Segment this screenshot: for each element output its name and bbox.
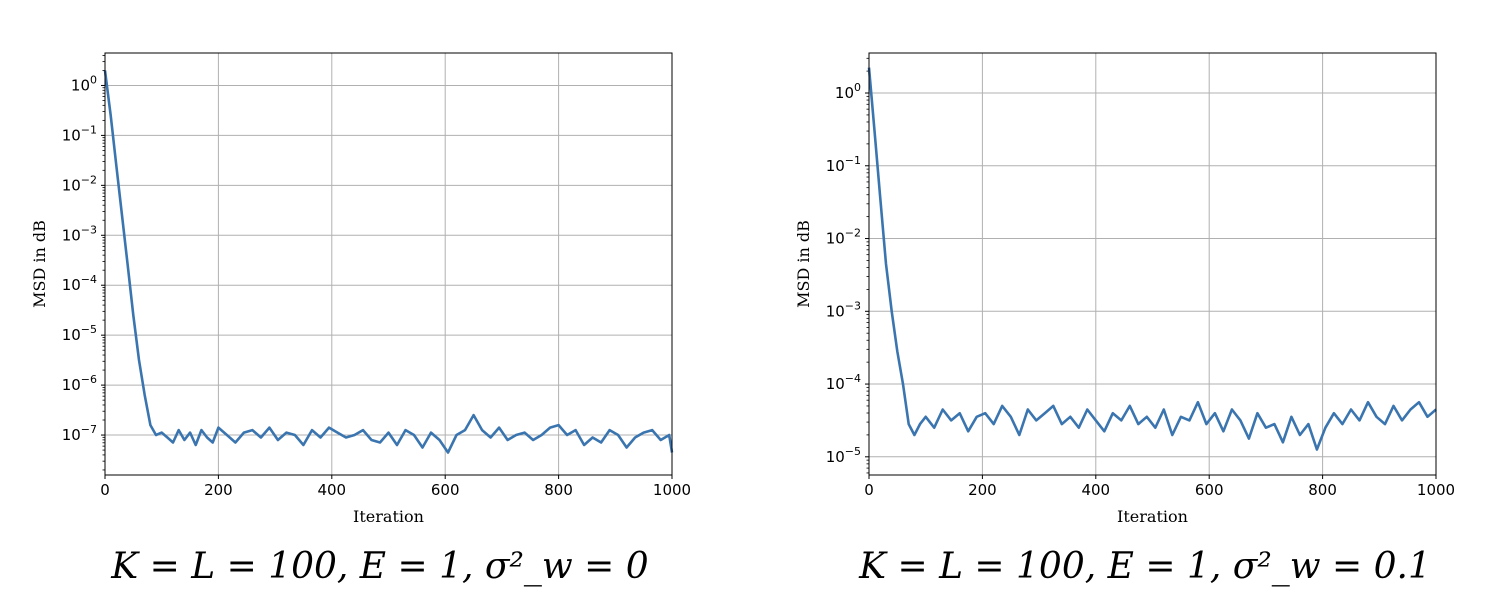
x-tick-label: 400 xyxy=(1081,481,1110,499)
y-tick-label: 10−1 xyxy=(62,123,97,144)
y-tick-label: 10−6 xyxy=(62,373,97,394)
x-tick-label: 400 xyxy=(317,481,346,499)
y-tick-label: 10−3 xyxy=(62,223,97,244)
series-line xyxy=(103,70,674,454)
y-tick-label: 10−1 xyxy=(826,154,861,175)
caption-0: K = L = 100, E = 1, σ²_w = 0 xyxy=(111,546,649,587)
y-axis-label: MSD in dB xyxy=(794,220,813,308)
y-tick-label: 10−5 xyxy=(826,445,861,466)
x-tick-label: 200 xyxy=(968,481,997,499)
x-tick-label: 200 xyxy=(204,481,233,499)
series-line xyxy=(867,67,1437,451)
y-tick-label: 10−2 xyxy=(62,173,97,194)
y-tick-label: 100 xyxy=(835,81,861,102)
y-tick-label: 10−7 xyxy=(62,423,97,444)
y-tick-label: 10−3 xyxy=(826,299,861,320)
y-tick-label: 10−4 xyxy=(62,273,97,294)
x-tick-label: 1000 xyxy=(653,481,691,499)
x-tick-label: 1000 xyxy=(1417,481,1455,499)
x-tick-label: 0 xyxy=(864,481,874,499)
y-tick-label: 10−2 xyxy=(826,227,861,248)
plot-frame xyxy=(868,52,1437,476)
x-tick-label: 600 xyxy=(1195,481,1224,499)
x-tick-label: 600 xyxy=(431,481,460,499)
chart-1: 0 200 400 600 800 1000 100 10−1 10−2 10−3 10−4 10−5… xyxy=(794,52,1455,526)
y-tick-label: 100 xyxy=(71,73,97,94)
x-axis-label: Iteration xyxy=(353,507,424,526)
y-tick-label: 10−5 xyxy=(62,323,97,344)
x-tick-label: 800 xyxy=(1308,481,1337,499)
chart-0: 0 200 400 600 800 1000 100 10−1 10−2 10−3 10−4 10−5… xyxy=(30,52,691,526)
x-tick-label: 800 xyxy=(544,481,573,499)
y-tick-label: 10−4 xyxy=(826,372,861,393)
x-axis-label: Iteration xyxy=(1117,507,1188,526)
y-axis-label: MSD in dB xyxy=(30,220,49,308)
caption-1: K = L = 100, E = 1, σ²_w = 0.1 xyxy=(859,546,1431,587)
plot-frame xyxy=(104,52,673,476)
x-tick-label: 0 xyxy=(100,481,110,499)
